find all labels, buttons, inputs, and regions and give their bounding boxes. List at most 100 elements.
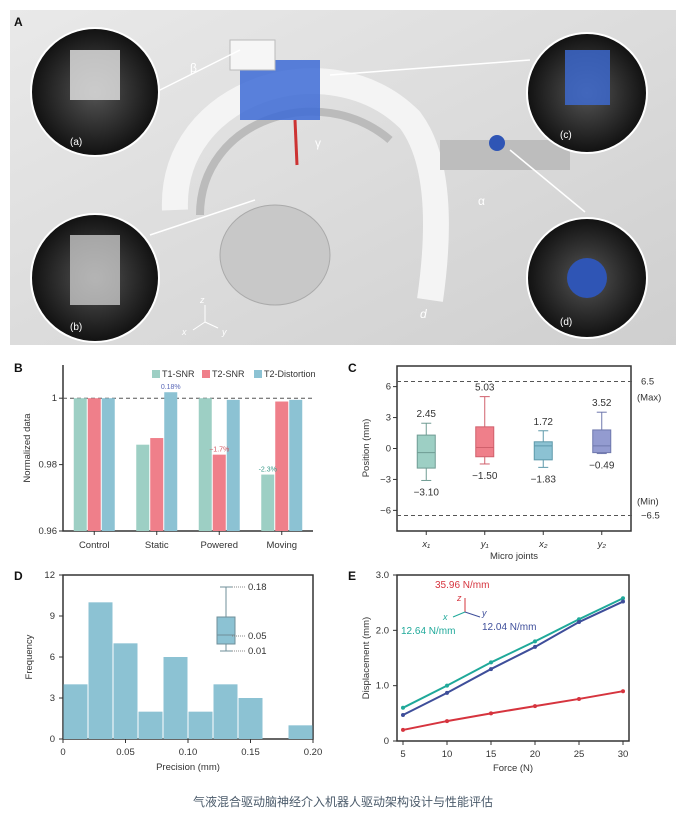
inset-label-b: (b) [70,322,82,333]
y-tick-label: −3 [380,474,391,485]
x-tick-label: Static [145,540,169,551]
box-max-label: 3.52 [592,398,612,409]
triad-z-label: z [456,593,462,603]
panel-label-a: A [14,15,23,29]
histogram-bar [238,698,263,739]
series-line-y [402,600,624,716]
x-tick-label: 0.20 [304,747,323,758]
box [533,441,553,461]
x-tick-label: Control [79,540,110,551]
data-point-y [577,620,581,625]
robot-arch [161,68,449,302]
y-axis-label: Frequency [24,634,35,679]
bar-t1-snr [73,398,87,531]
histogram-bar [88,602,113,739]
gamma-label: γ [315,136,321,150]
svg-text:z: z [199,295,205,305]
x-tick-label: 25 [574,749,585,760]
stiffness-label-x: 12.64 N/mm [401,626,455,637]
histogram-bar [63,684,88,739]
x-tick-label: Moving [266,540,297,551]
chart-e: E 0 1.0 2.0 3.0 5 10 15 20 25 30 12.64 N/mm 12.04 N/… [348,569,630,774]
inset-label: 0.18 [248,582,267,593]
x-axis-label: Precision (mm) [156,762,220,773]
y-tick-label: 3 [386,413,391,424]
box-max-label: 1.72 [534,417,554,428]
x-axis-label: Micro joints [490,551,538,562]
svg-text:y: y [221,327,227,337]
data-point-z [489,711,493,716]
box-min-label: −1.83 [531,474,557,485]
y-tick-label: 3 [50,693,55,704]
bar-t2-distortion [101,398,115,531]
x-tick-label: 15 [486,749,497,760]
bar-t2-distortion [226,399,240,531]
x-tick-label: 20 [530,749,541,760]
y-tick-label: 0.98 [39,460,58,471]
data-point-x [577,617,581,622]
series-line-x [402,597,624,709]
data-point-y [533,644,537,649]
y-tick-label: 6 [50,652,55,663]
inset-label-c: (c) [560,130,572,141]
head-model [219,204,331,306]
y-tick-label: −6 [380,505,391,516]
robot-top-block [229,39,276,71]
histogram-bar [163,657,188,739]
axis-triad: x y z [181,295,227,337]
data-point-y [621,599,625,604]
triad-x-label: x [442,612,448,622]
box-max-label: 5.03 [475,383,495,394]
histogram-bar [213,684,238,739]
y-tick-label: 3.0 [376,570,389,581]
x-tick-label: y₁ [480,539,489,550]
alpha-label: α [478,194,485,208]
y-tick-label: 12 [44,570,55,581]
figure-caption: 气液混合驱动脑神经介入机器人驱动架构设计与性能评估 [192,795,493,809]
data-point-x [621,596,625,601]
x-tick-label: 0 [60,747,65,758]
bar-t2-snr [275,401,289,531]
y-tick-label: 6 [386,382,391,393]
legend-swatch [202,370,210,378]
y-tick-label: 0 [50,734,55,745]
x-tick-label: 0.15 [241,747,260,758]
blue-motor [489,135,505,151]
panel-label-e: E [348,569,356,583]
y-tick-label: 0.96 [39,526,58,537]
y-tick-label: 0 [384,736,389,747]
inset-label: 0.01 [248,646,267,657]
data-point-x [401,705,405,710]
y-tick-label: 1 [52,393,57,404]
bar-t2-distortion [164,392,178,531]
x-tick-label: y₂ [597,539,607,550]
bar-annotation: 0.18% [161,384,181,391]
linear-stage [440,140,570,170]
histogram-bar [188,711,213,739]
data-point-y [401,712,405,717]
box-min-label: −0.49 [589,461,615,472]
needle [293,119,299,166]
limit-note: (Max) [637,392,661,403]
x-tick-label: 10 [442,749,453,760]
d-label: d [420,307,427,321]
histogram-bar [113,643,138,739]
inset-label-d: (d) [560,317,572,328]
data-point-z [577,696,581,701]
bar-t2-snr [87,398,101,531]
x-tick-label: x₂ [538,539,548,550]
series-line-z [402,690,624,731]
legend-swatch [254,370,262,378]
x-tick-label: 0.10 [179,747,198,758]
data-point-z [401,727,405,732]
data-point-x [489,660,493,665]
x-tick-label: 30 [618,749,629,760]
legend-swatch [152,370,160,378]
bar-t1-snr [136,444,150,531]
limit-note: (Min) [637,497,659,508]
box-min-label: −1.50 [472,471,498,482]
stiffness-label-z: 35.96 N/mm [435,580,489,591]
bar-t2-snr [150,438,164,531]
x-tick-label: x₁ [421,539,430,550]
